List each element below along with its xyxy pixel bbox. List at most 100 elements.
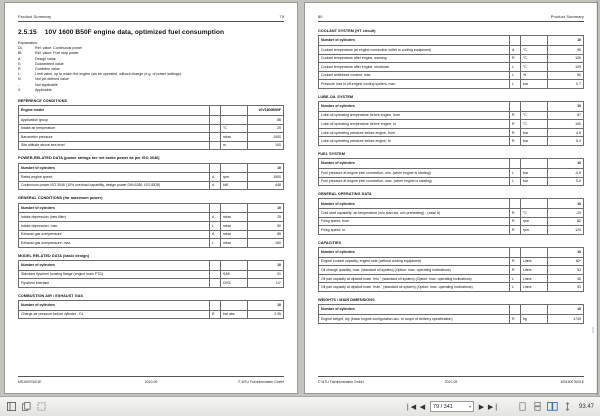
table-cell-label: Number of cylinders [318, 158, 510, 170]
table-cell-unit: Liters [520, 273, 548, 284]
explanation-value: Not applicable [35, 82, 58, 87]
table-cell-label: Number of cylinders [318, 247, 510, 258]
table-cell-code: A [509, 45, 521, 55]
table-cell-code: R [509, 136, 521, 147]
table-cell-label: Number of cylinders [318, 198, 510, 210]
explanation-row: DL Ref. value: Continuous power [18, 46, 284, 51]
table-cell-code [209, 123, 221, 134]
table-cell-code [509, 101, 521, 112]
explanation-key: DL [18, 46, 23, 51]
table-cell-code: R [509, 53, 521, 64]
section-heading: CAPACITIES [318, 240, 342, 245]
table-cell-unit [520, 247, 548, 258]
continuous-page-icon[interactable] [532, 401, 543, 413]
table-cell-unit: °C [520, 110, 548, 121]
sidebar-toggle-icon[interactable] [6, 401, 17, 413]
header-left-pageno: 79 [279, 14, 284, 19]
table-cell-code: R [509, 216, 521, 227]
table-cell-label: Fuel pressure at engine inlet connection… [318, 168, 510, 178]
data-table: Number of cylinders 10 Cold start capabili… [318, 198, 584, 235]
table-cell-unit: °C [520, 53, 548, 64]
table-cell-unit [520, 158, 548, 170]
first-page-button[interactable]: ❘◀ [404, 403, 417, 411]
table-cell-code: R [509, 127, 521, 138]
table-cell-label: Number of cylinders [318, 304, 510, 316]
table-cell-code: L [509, 168, 521, 178]
table-cell-code [209, 278, 221, 288]
header-right-text: Product Summary [550, 14, 584, 19]
explanation-key: A [18, 56, 21, 61]
prev-page-button[interactable]: ◀ [419, 403, 426, 411]
zoom-level-value[interactable]: 93.47 [578, 403, 594, 410]
toolbar-left-group [6, 401, 47, 413]
table-cell-unit [220, 162, 248, 174]
table-row: Pressure loss in off-engine cooling syst… [318, 79, 584, 89]
single-page-icon[interactable] [517, 401, 528, 413]
explanation-value: Limit value, up to which the engine can … [35, 72, 182, 77]
footer-left-copyright: © MTU Friedrichshafen GmbH [238, 379, 285, 384]
table-cell-code: A [209, 212, 221, 222]
explanation-row: A Design value [18, 57, 284, 62]
table-cell-code [209, 132, 221, 142]
table-cell-value: 1749 [547, 314, 584, 324]
table-cell-code: L [509, 79, 521, 89]
table-cell-value: 10 [547, 101, 584, 112]
last-page-button[interactable]: ▶❘ [487, 403, 500, 411]
explanation-row: BL Ref. value: Fuel stop power [18, 51, 284, 56]
next-page-button[interactable]: ▶ [478, 403, 485, 411]
table-cell-label: Site altitude above sea level [18, 140, 210, 151]
table-cell-code: R [509, 314, 521, 324]
header-right-pageno: 80 [318, 14, 323, 19]
table-cell-label: Coolant temperature after engine, shutdo… [318, 62, 510, 72]
table-cell-label: Exhaust gas overpressure [18, 229, 210, 240]
table-cell-value: 53 [547, 265, 584, 275]
table-cell-code [209, 105, 221, 117]
table-cell-value: 46 [547, 273, 584, 284]
pages-area[interactable]: Product Summary 79 2.5.15 10V 1600 B50F e… [0, 0, 600, 396]
table-cell-unit [520, 198, 548, 210]
table-cell-code: L [209, 238, 221, 248]
explanation-row: - Not applicable [18, 83, 284, 88]
table-cell-unit [520, 35, 548, 46]
table-cell-code: R [509, 256, 521, 267]
table-cell-value: 10V1600B50F [247, 105, 284, 117]
table-header-row: Number of cylinders 10 [318, 158, 584, 170]
section-heading: COMBUSTION AIR / EXHAUST GAS [18, 293, 84, 298]
explanation-value: Design value [35, 56, 56, 61]
table-cell-value: 14" [247, 278, 284, 288]
table-cell-unit: rpm [520, 225, 548, 235]
table-row: Charge-air pressure before cylinder - DL… [18, 309, 284, 320]
table-cell-value: 100 [247, 140, 284, 151]
table-cell-label: Application group [18, 115, 210, 125]
data-table: Number of cylinders 10 Engine weight, dry … [318, 304, 584, 324]
table-header-row: Number of cylinders 10 [18, 162, 284, 174]
table-cell-label: Rated engine speed [18, 172, 210, 182]
explanation-key: L [18, 72, 20, 77]
chevron-down-icon[interactable]: ▾ [468, 404, 471, 409]
table-cell-value: 10 [547, 158, 584, 170]
table-row: Lube-oil operating pressure before engin… [318, 127, 584, 138]
fit-page-icon[interactable] [562, 401, 573, 413]
explanation-row: G Guaranteed value [18, 62, 284, 67]
footer-left-date: 2010-09 [144, 379, 158, 384]
table-cell-value: 50 [547, 70, 584, 81]
footer-right-copyright: © MTU Friedrichshafen GmbH [318, 379, 364, 384]
section-title-text: 10V 1600 B50F engine data, optimized fue… [44, 29, 225, 36]
table-cell-unit: Liters [520, 265, 548, 275]
table-header-row: Number of cylinders 10 [318, 35, 584, 46]
table-cell-value: 10 [547, 35, 584, 46]
two-page-icon[interactable] [547, 401, 558, 413]
table-cell-unit: mbar [220, 229, 248, 240]
table-cell-label: Oil change quantity, max. (standard oil … [318, 265, 510, 275]
table-cell-label: Number of cylinders [18, 202, 210, 214]
table-row: Cold start capability: air temperature (… [318, 208, 584, 218]
page-number-input[interactable]: 79 / 341 ▾ [429, 401, 474, 412]
table-cell-value: 0.7 [547, 79, 584, 89]
snapshot-icon[interactable] [36, 401, 47, 413]
table-cell-code: L [209, 220, 221, 231]
table-row: Site altitude above sea level m 100 [18, 140, 284, 151]
table-cell-value: 1500 [247, 172, 284, 182]
copy-icon[interactable] [21, 401, 32, 413]
page-left: Product Summary 79 2.5.15 10V 1600 B50F e… [4, 2, 298, 394]
